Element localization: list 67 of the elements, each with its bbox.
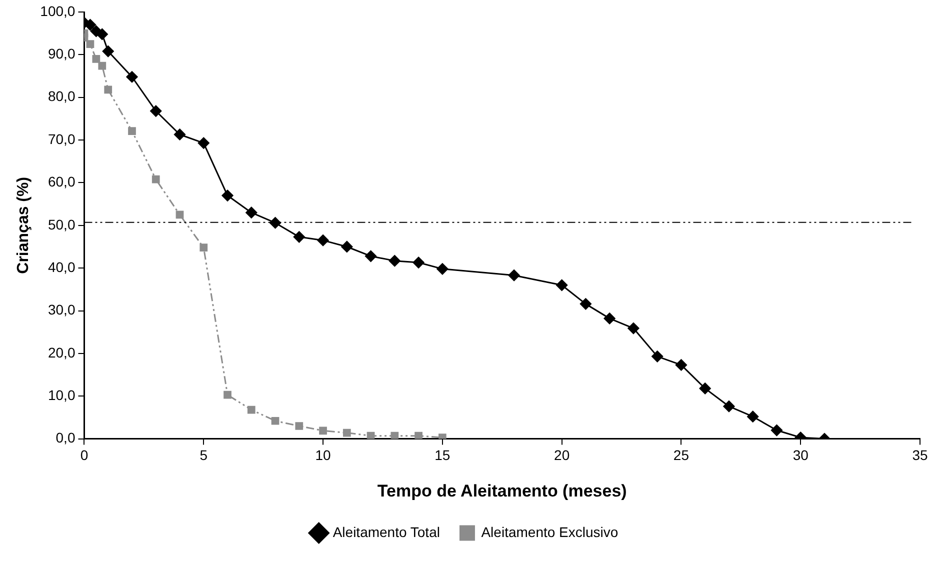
x-axis-title: Tempo de Aleitamento (meses) [377,481,627,500]
legend-label: Aleitamento Exclusivo [481,524,618,540]
y-tick-label: 80,0 [48,88,76,104]
point [699,382,711,394]
y-axis-title: Crianças (%) [15,176,32,274]
point [198,137,210,149]
point [104,86,112,94]
y-tick-label: 10,0 [48,386,76,403]
x-tick-label: 5 [200,447,208,464]
point [342,428,351,437]
point [412,256,424,268]
point [270,217,282,229]
point [128,127,136,136]
legend-label: Aleitamento Total [332,524,440,540]
point [414,432,422,439]
point [366,432,375,439]
point [628,322,640,334]
x-tick-label: 0 [80,447,88,464]
point [246,206,258,218]
y-tick-label: 40,0 [48,258,76,275]
point [365,250,377,262]
point [388,255,400,267]
point [96,28,108,40]
y-tick-label: 0,0 [56,430,76,446]
x-tick-label: 15 [434,447,450,464]
point [222,190,234,202]
point [723,400,735,412]
y-tick-label: 20,0 [48,344,76,360]
point [126,71,138,83]
y-tick-label: 60,0 [48,174,76,190]
x-tick-label: 10 [315,447,332,464]
point [295,422,304,430]
point [319,426,327,435]
point [152,175,160,184]
point [604,312,616,324]
y-tick-label: 100,0 [40,2,76,19]
point [224,390,232,399]
point [652,350,664,362]
point [770,424,782,436]
point [436,263,448,275]
x-tick-label: 20 [554,447,570,464]
point [293,231,305,243]
point [92,55,100,63]
point [341,240,353,252]
point [317,234,329,246]
point [508,270,520,282]
point [271,416,280,425]
y-tick-label: 30,0 [48,302,76,318]
point [176,210,184,219]
point [174,128,186,140]
point [150,105,162,117]
x-tick-label: 35 [912,447,928,464]
point [86,40,94,48]
point [675,359,687,371]
y-tick-label: 50,0 [48,216,76,232]
point [580,298,592,310]
point [98,62,106,70]
point [102,46,114,58]
x-tick-label: 25 [673,447,690,464]
y-tick-label: 90,0 [48,46,76,62]
x-tick-label: 30 [792,447,809,464]
y-tick-label: 70,0 [48,130,76,147]
point [747,410,759,422]
point [556,279,568,291]
point [390,432,399,439]
point [247,406,256,414]
point [200,244,208,252]
